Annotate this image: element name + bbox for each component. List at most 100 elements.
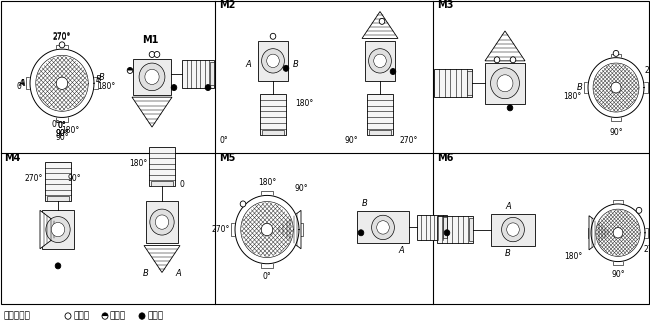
Text: 270°: 270° [53, 33, 72, 42]
Bar [262, 130, 284, 135]
Wedge shape [102, 313, 108, 316]
Text: A: A [649, 92, 650, 101]
Text: 180°: 180° [97, 82, 115, 91]
Polygon shape [40, 210, 65, 249]
Circle shape [266, 54, 280, 68]
Bar [367, 94, 393, 134]
Bar [437, 216, 473, 243]
Bar [469, 218, 473, 241]
Text: 180°: 180° [258, 178, 276, 187]
Text: A: A [505, 202, 511, 211]
Polygon shape [30, 49, 94, 118]
Bar [491, 213, 535, 246]
Bar [467, 71, 473, 95]
Text: A: A [398, 246, 404, 256]
Text: 270°: 270° [53, 32, 72, 41]
Circle shape [154, 51, 160, 58]
Bar [26, 77, 33, 89]
Circle shape [270, 33, 276, 39]
Text: M6: M6 [437, 153, 454, 163]
Bar [434, 70, 472, 97]
Circle shape [139, 313, 145, 319]
Circle shape [502, 217, 525, 242]
Bar [91, 77, 98, 89]
Text: 90°: 90° [344, 136, 358, 145]
Bar [57, 45, 68, 52]
Circle shape [57, 77, 68, 89]
Text: 0°: 0° [263, 272, 272, 281]
Circle shape [155, 215, 169, 229]
Text: M1: M1 [142, 34, 159, 44]
Text: 90°: 90° [55, 129, 69, 138]
Circle shape [497, 75, 513, 92]
Bar [260, 94, 286, 134]
Text: M5: M5 [219, 153, 235, 163]
Circle shape [374, 54, 386, 68]
Bar [261, 191, 273, 199]
Text: 90°: 90° [611, 270, 625, 279]
Bar [47, 196, 69, 201]
Bar [42, 210, 74, 249]
Text: 180°: 180° [564, 252, 582, 261]
Circle shape [205, 84, 211, 91]
Circle shape [59, 42, 65, 48]
Bar [296, 223, 303, 236]
Bar [258, 41, 288, 81]
Circle shape [372, 215, 395, 240]
Text: 270°: 270° [212, 225, 230, 234]
Circle shape [444, 230, 450, 236]
Bar [261, 260, 273, 268]
Bar [417, 214, 447, 240]
Text: 270°: 270° [645, 66, 650, 75]
Bar [146, 201, 178, 243]
Text: 90°: 90° [67, 174, 81, 183]
Text: 180°: 180° [295, 99, 313, 108]
Text: 180°: 180° [129, 159, 147, 168]
Circle shape [261, 223, 273, 236]
Bar [210, 62, 215, 85]
Text: M3: M3 [437, 0, 454, 10]
Circle shape [46, 216, 70, 243]
Text: 90°: 90° [609, 128, 623, 137]
Text: B: B [99, 73, 105, 82]
Circle shape [171, 84, 177, 91]
Text: 示油器: 示油器 [110, 311, 126, 320]
Circle shape [65, 313, 71, 319]
Text: A: A [18, 79, 24, 88]
Polygon shape [132, 97, 172, 127]
Text: 180°: 180° [563, 92, 581, 101]
Text: A: A [245, 60, 251, 69]
Text: A: A [175, 269, 181, 278]
Text: 90°: 90° [55, 133, 69, 142]
Bar [443, 216, 447, 238]
Text: B: B [577, 83, 583, 92]
Bar [369, 130, 391, 135]
Circle shape [611, 82, 621, 93]
Text: M2: M2 [219, 0, 235, 10]
Bar [613, 200, 623, 207]
Circle shape [507, 105, 513, 111]
Bar [149, 147, 175, 186]
Bar [584, 82, 590, 93]
Text: M4: M4 [4, 153, 20, 163]
Wedge shape [127, 68, 133, 71]
Circle shape [369, 49, 391, 73]
Circle shape [51, 222, 65, 237]
Bar [57, 115, 68, 122]
Polygon shape [276, 210, 301, 249]
Text: 0°: 0° [58, 121, 66, 130]
Text: 放油塞: 放油塞 [147, 311, 163, 320]
Text: B: B [96, 74, 102, 83]
Text: B: B [293, 60, 299, 69]
Circle shape [102, 313, 108, 319]
Circle shape [127, 68, 133, 73]
Text: 90°: 90° [55, 129, 69, 138]
Circle shape [283, 65, 289, 71]
Circle shape [261, 49, 285, 73]
Polygon shape [144, 246, 180, 272]
Bar [151, 181, 173, 186]
Circle shape [510, 57, 516, 63]
Bar [642, 82, 647, 93]
Polygon shape [591, 204, 645, 261]
Text: 270°: 270° [644, 245, 650, 254]
